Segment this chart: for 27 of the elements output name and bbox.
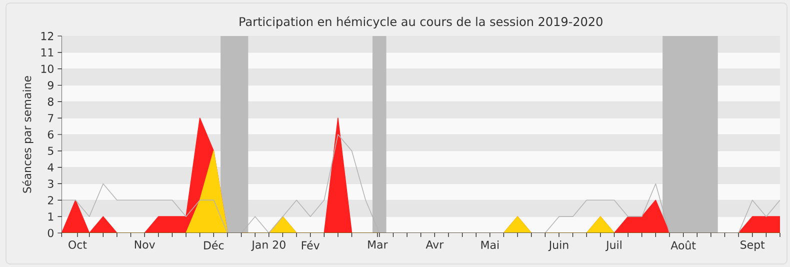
y-tick-label: 8 <box>48 98 54 106</box>
y-tick-label: 3 <box>48 180 54 188</box>
y-tick-label: 5 <box>48 146 54 155</box>
x-tick-label: Mar <box>368 240 388 249</box>
x-tick-label: Juil <box>606 240 622 252</box>
y-tick-label: 7 <box>48 114 54 122</box>
x-tick-label: Avr <box>426 240 444 249</box>
x-tick-label: Oct <box>68 240 87 249</box>
x-tick-label: Jan 20 <box>251 240 286 251</box>
y-tick-label: 10 <box>41 64 54 73</box>
x-tick-label: Sept <box>740 240 765 251</box>
y-tick-label: 11 <box>41 48 54 56</box>
x-tick-label: Août <box>670 240 696 250</box>
y-tick-label: 1 <box>48 212 54 221</box>
x-tick-label: Nov <box>134 240 155 249</box>
y-tick-label: 12 <box>41 32 54 40</box>
x-tick-label: Juin <box>548 240 568 252</box>
x-tick-label: Déc <box>204 240 224 250</box>
y-tick-label: 4 <box>48 163 54 172</box>
y-tick-label: 0 <box>48 228 54 238</box>
y-tick-label: 6 <box>48 130 54 139</box>
chart-title: Participation en hémicycle au cours de la session 2019-2020 <box>240 16 602 28</box>
x-tick-label: Mai <box>481 240 499 250</box>
y-tick-label: 9 <box>48 81 54 90</box>
x-tick-label: Fév <box>302 240 320 250</box>
y-tick-label: 2 <box>48 196 54 204</box>
y-axis-title: Séances par semaine <box>22 76 34 193</box>
